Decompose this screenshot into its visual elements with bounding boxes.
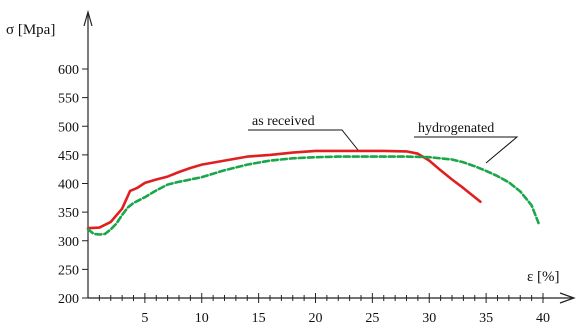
y-ticks: 200 250 300 350 400 450 500 550 600: [58, 63, 88, 307]
x-tick-label: 10: [195, 311, 209, 326]
y-axis-arrow: [83, 9, 93, 27]
series-line-as-received: [86, 149, 482, 230]
x-tick-label: 25: [365, 311, 379, 326]
hydrogenated-label: hydrogenated: [418, 121, 494, 136]
y-tick-label: 250: [58, 263, 79, 278]
as-received-leader-line: [248, 129, 359, 151]
y-tick-label: 200: [58, 292, 79, 307]
y-axis-title: σ [Mpa]: [6, 22, 55, 38]
y-tick-label: 550: [58, 92, 79, 107]
series-layer: [86, 149, 540, 236]
x-tick-label: 15: [252, 311, 266, 326]
y-tick-label: 600: [58, 63, 79, 78]
y-tick-label: 300: [58, 235, 79, 250]
axes: 200 250 300 350 400 450 500 550 600 5 10 15 20 25 30 3…: [6, 9, 576, 326]
series-line-hydrogenated: [86, 155, 540, 236]
x-tick-label: 5: [141, 311, 148, 326]
as-received-label: as received: [252, 114, 315, 129]
y-tick-label: 500: [58, 120, 79, 135]
y-tick-label: 350: [58, 206, 79, 221]
x-axis-title: ε [%]: [527, 269, 560, 285]
y-tick-label: 450: [58, 149, 79, 164]
annotation-layer: as received hydrogenated: [248, 114, 519, 164]
hydrogenated-leader-line: [414, 136, 519, 164]
y-tick-label: 400: [58, 178, 79, 193]
x-tick-label: 35: [479, 311, 493, 326]
x-tick-label: 40: [536, 311, 550, 326]
x-ticks: 5 10 15 20 25 30 35 40: [98, 293, 550, 326]
x-tick-label: 20: [309, 311, 323, 326]
x-tick-label: 30: [422, 311, 436, 326]
x-axis-arrow: [559, 292, 576, 304]
